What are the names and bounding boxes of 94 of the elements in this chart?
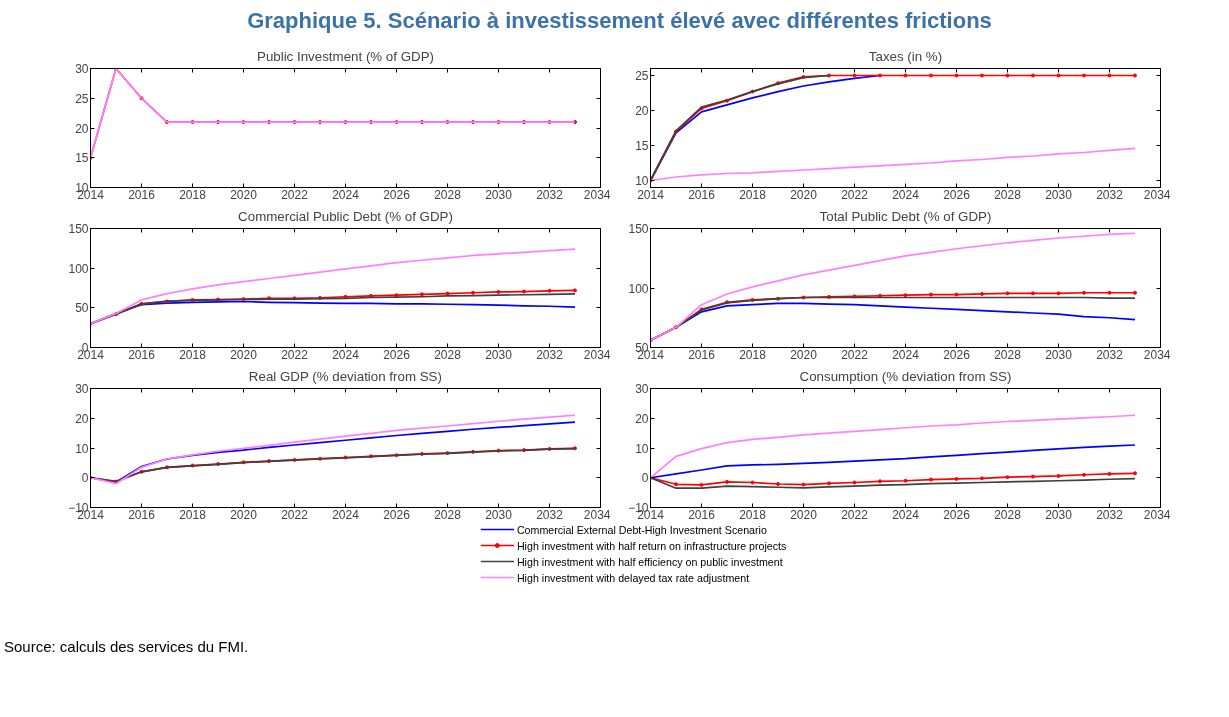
x-tick-label: 2016 xyxy=(128,347,156,362)
x-tick-label: 2018 xyxy=(179,507,207,522)
y-tick-label: 10 xyxy=(635,174,649,189)
x-tick-label: 2016 xyxy=(128,187,156,202)
chart-title: Taxes (in %) xyxy=(868,48,943,64)
x-tick-label: 2030 xyxy=(1045,347,1073,362)
x-tick-label: 2018 xyxy=(739,347,767,362)
y-tick-label: 30 xyxy=(635,382,649,397)
y-tick-label: 30 xyxy=(75,382,89,397)
x-tick-label: 2022 xyxy=(281,347,309,362)
x-tick-label: 2024 xyxy=(332,187,360,202)
y-tick-label: 15 xyxy=(635,139,649,154)
x-tick-label: 2032 xyxy=(536,187,564,202)
x-tick-label: 2034 xyxy=(1143,507,1171,522)
x-tick-label: 2030 xyxy=(1045,187,1073,202)
x-tick-label: 2032 xyxy=(1096,347,1124,362)
chart-title: Public Investment (% of GDP) xyxy=(256,48,435,64)
x-tick-label: 2020 xyxy=(230,347,258,362)
y-tick-label: 150 xyxy=(68,222,89,237)
x-tick-label: 2026 xyxy=(383,347,411,362)
y-tick-label: 10 xyxy=(635,441,649,456)
x-tick-label: 2026 xyxy=(943,507,971,522)
y-tick-label: 100 xyxy=(68,262,89,277)
x-tick-label: 2022 xyxy=(281,507,309,522)
y-tick-label: 20 xyxy=(635,412,649,427)
x-tick-label: 2018 xyxy=(739,187,767,202)
x-tick-label: 2032 xyxy=(536,347,564,362)
legend-label: Commercial External Debt-High Investment Scenario xyxy=(516,523,767,536)
chart-title: Commercial Public Debt (% of GDP) xyxy=(238,208,453,224)
legend-label: High investment with half return on infrastructure projects xyxy=(516,539,787,552)
y-tick-label: 20 xyxy=(635,104,649,119)
x-tick-label: 2030 xyxy=(485,507,513,522)
x-tick-label: 2018 xyxy=(179,187,207,202)
x-tick-label: 2034 xyxy=(1143,187,1171,202)
x-tick-label: 2022 xyxy=(841,507,869,522)
x-tick-label: 2026 xyxy=(383,187,411,202)
x-tick-label: 2034 xyxy=(583,347,611,362)
x-tick-label: 2026 xyxy=(943,347,971,362)
x-tick-label: 2028 xyxy=(994,187,1022,202)
x-tick-label: 2020 xyxy=(230,507,258,522)
y-tick-label: 20 xyxy=(75,121,89,136)
x-tick-label: 2020 xyxy=(790,187,818,202)
y-tick-label: 20 xyxy=(75,412,89,427)
x-tick-label: 2034 xyxy=(583,187,611,202)
x-tick-label: 2026 xyxy=(383,507,411,522)
x-tick-label: 2028 xyxy=(994,347,1022,362)
legend-label: High investment with delayed tax rate adjustment xyxy=(516,571,750,584)
x-tick-label: 2016 xyxy=(688,347,716,362)
x-tick-label: 2024 xyxy=(892,507,920,522)
x-tick-label: 2022 xyxy=(281,187,309,202)
x-tick-label: 2024 xyxy=(892,347,920,362)
x-tick-label: 2028 xyxy=(434,507,462,522)
source-note: Source: calculs des services du FMI. xyxy=(4,637,249,658)
x-tick-label: 2026 xyxy=(943,187,971,202)
x-tick-label: 2016 xyxy=(688,187,716,202)
x-tick-label: 2034 xyxy=(583,507,611,522)
x-tick-label: 2020 xyxy=(230,187,258,202)
x-tick-label: 2032 xyxy=(536,507,564,522)
x-tick-label: 2030 xyxy=(485,187,513,202)
y-tick-label: 100 xyxy=(628,281,649,296)
x-tick-label: 2032 xyxy=(1096,507,1124,522)
chart-title: Real GDP (% deviation from SS) xyxy=(248,368,442,384)
x-tick-label: 2016 xyxy=(128,507,156,522)
x-tick-label: 2032 xyxy=(1096,187,1124,202)
x-tick-label: 2034 xyxy=(1143,347,1171,362)
x-tick-label: 2028 xyxy=(434,347,462,362)
y-tick-label: 150 xyxy=(628,222,649,237)
x-tick-label: 2030 xyxy=(485,347,513,362)
y-tick-label: 15 xyxy=(75,151,89,166)
y-tick-label: 10 xyxy=(75,441,89,456)
x-tick-label: 2020 xyxy=(790,507,818,522)
x-tick-label: 2018 xyxy=(739,507,767,522)
x-tick-label: 2028 xyxy=(434,187,462,202)
x-tick-label: 2030 xyxy=(1045,507,1073,522)
x-tick-label: 2020 xyxy=(790,347,818,362)
y-tick-label: 25 xyxy=(75,92,89,107)
x-tick-label: 2024 xyxy=(332,507,360,522)
y-tick-label: 50 xyxy=(75,301,89,316)
chart-title: Total Public Debt (% of GDP) xyxy=(819,208,992,224)
x-tick-label: 2014 xyxy=(637,187,665,202)
text: Graphique 5. Scénario à investissement élevé avec différentes frictions xyxy=(247,7,992,35)
legend-label: High investment with half efficiency on public investment xyxy=(516,555,783,568)
chart-title: Consumption (% deviation from SS) xyxy=(799,368,1012,384)
x-tick-label: 2022 xyxy=(841,187,869,202)
x-tick-label: 2018 xyxy=(179,347,207,362)
y-tick-label: 25 xyxy=(635,69,649,84)
x-tick-label: 2024 xyxy=(332,347,360,362)
x-tick-label: 2024 xyxy=(892,187,920,202)
y-tick-label: 0 xyxy=(641,471,649,486)
x-tick-label: 2022 xyxy=(841,347,869,362)
x-tick-label: 2016 xyxy=(688,507,716,522)
y-tick-label: 30 xyxy=(75,62,89,77)
y-tick-label: 0 xyxy=(81,471,89,486)
x-tick-label: 2028 xyxy=(994,507,1022,522)
